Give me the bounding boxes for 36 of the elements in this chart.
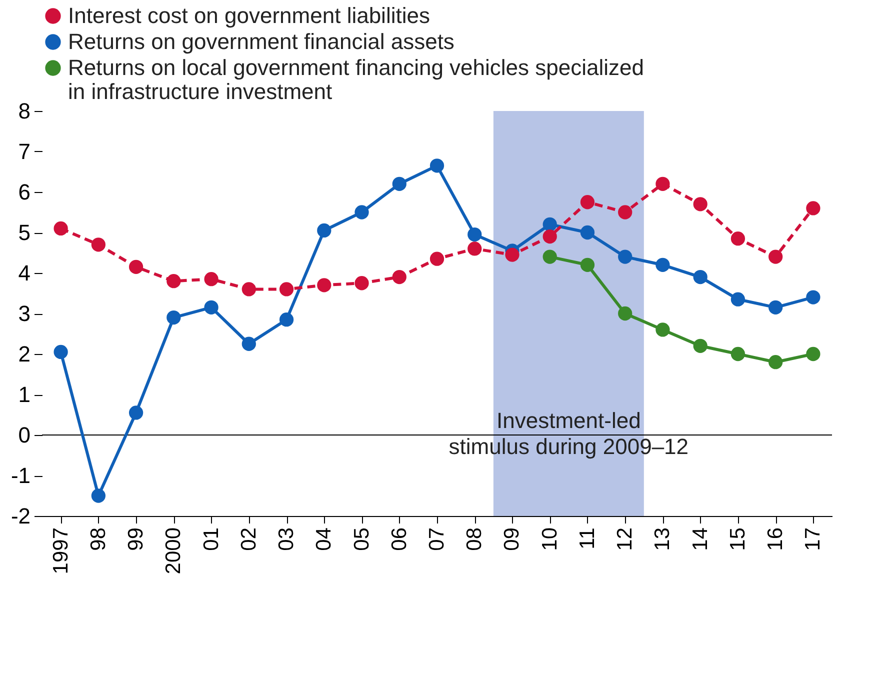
band-label: Investment-led stimulus during 2009–12 — [448, 408, 689, 459]
y-tick-label: 8 — [18, 98, 30, 124]
x-tick-label: 11 — [576, 528, 599, 550]
y-tick-label: 0 — [18, 422, 30, 448]
y-tick-label: 3 — [18, 301, 30, 326]
x-tick-label: 99 — [124, 528, 148, 551]
x-tick-label: 16 — [764, 528, 788, 551]
x-tick-label: 1997 — [49, 528, 72, 574]
x-tick-label: 06 — [388, 528, 411, 551]
x-tick-label: 08 — [463, 528, 486, 551]
y-tick-label: -1 — [10, 463, 30, 488]
x-tick-label: 03 — [275, 528, 298, 551]
x-tick-label: 02 — [237, 528, 260, 551]
y-tick-label: 6 — [18, 180, 30, 204]
x-tick-label: 2000 — [162, 528, 186, 574]
y-tick-label: 1 — [18, 382, 30, 407]
y-tick-label: -2 — [10, 504, 30, 528]
legend-label: Returns on local government financing vehicles specialized in infrastructure investment — [68, 55, 644, 104]
x-tick-label: 04 — [312, 527, 336, 551]
x-tick-label: 15 — [726, 528, 750, 551]
x-tick-label: 01 — [200, 528, 223, 551]
y-tick-label: 2 — [18, 342, 30, 366]
legend-label: Returns on government financial assets — [68, 29, 454, 54]
x-tick-label: 09 — [500, 528, 524, 551]
x-tick-label: 14 — [688, 527, 712, 551]
y-tick-label: 4 — [18, 260, 30, 286]
x-tick-label: 17 — [802, 528, 825, 551]
x-tick-label: 05 — [350, 528, 374, 551]
legend-label: Interest cost on government liabilities — [68, 3, 430, 28]
x-tick-label: 13 — [651, 528, 674, 551]
x-tick-label: 12 — [614, 528, 637, 551]
y-tick-label: 7 — [18, 139, 30, 164]
x-tick-label: 07 — [426, 528, 448, 551]
y-tick-label: 5 — [18, 220, 30, 245]
x-tick-label: 98 — [86, 528, 110, 551]
x-tick-label: 10 — [538, 528, 562, 551]
